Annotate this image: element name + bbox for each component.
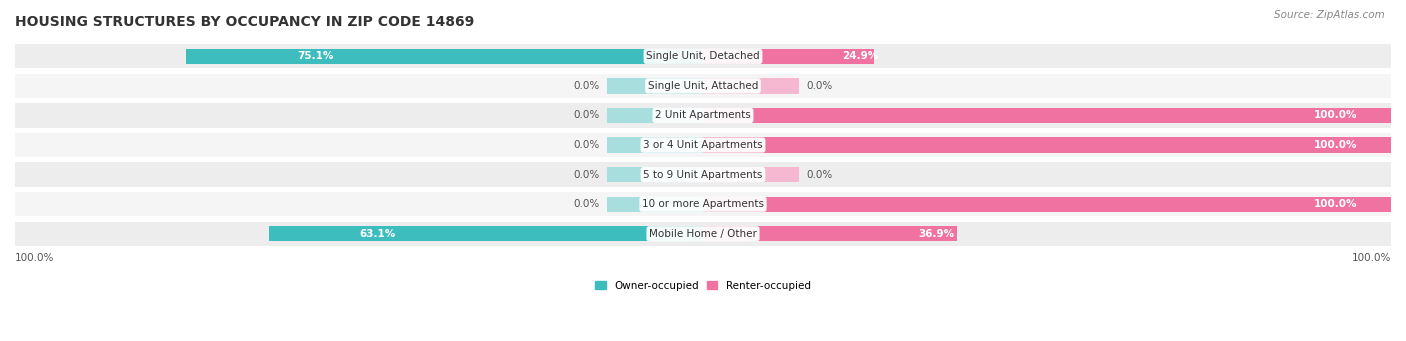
Text: 0.0%: 0.0% [574, 169, 600, 180]
Bar [15, 133, 1391, 157]
Bar [15, 192, 1391, 216]
Text: 100.0%: 100.0% [1351, 253, 1391, 263]
Text: 0.0%: 0.0% [806, 81, 832, 91]
Text: 24.9%: 24.9% [842, 51, 879, 61]
Text: 100.0%: 100.0% [1315, 110, 1358, 120]
Text: 100.0%: 100.0% [1315, 199, 1358, 209]
Text: 0.0%: 0.0% [574, 81, 600, 91]
Text: 10 or more Apartments: 10 or more Apartments [643, 199, 763, 209]
Text: 0.0%: 0.0% [574, 110, 600, 120]
Text: Single Unit, Attached: Single Unit, Attached [648, 81, 758, 91]
Bar [703, 167, 800, 182]
Bar [606, 196, 703, 212]
Bar [606, 78, 703, 93]
Bar [703, 226, 957, 241]
Text: 3 or 4 Unit Apartments: 3 or 4 Unit Apartments [643, 140, 763, 150]
Bar [15, 44, 1391, 69]
Text: 0.0%: 0.0% [806, 169, 832, 180]
Text: 2 Unit Apartments: 2 Unit Apartments [655, 110, 751, 120]
Bar [606, 108, 703, 123]
Bar [606, 167, 703, 182]
Bar [15, 163, 1391, 187]
Bar [703, 108, 1391, 123]
Bar [15, 222, 1391, 246]
Bar [703, 196, 1391, 212]
Bar [15, 74, 1391, 98]
Text: 36.9%: 36.9% [918, 229, 955, 239]
Bar [703, 137, 1391, 153]
Bar [703, 49, 875, 64]
Bar [269, 226, 703, 241]
Text: 0.0%: 0.0% [574, 140, 600, 150]
Text: 100.0%: 100.0% [15, 253, 55, 263]
Bar [606, 137, 703, 153]
Text: 0.0%: 0.0% [574, 199, 600, 209]
Text: Mobile Home / Other: Mobile Home / Other [650, 229, 756, 239]
Text: 5 to 9 Unit Apartments: 5 to 9 Unit Apartments [644, 169, 762, 180]
Bar [15, 103, 1391, 128]
Bar [703, 78, 800, 93]
Text: 100.0%: 100.0% [1315, 140, 1358, 150]
Text: 63.1%: 63.1% [360, 229, 395, 239]
Text: Source: ZipAtlas.com: Source: ZipAtlas.com [1274, 10, 1385, 20]
Bar [187, 49, 703, 64]
Text: HOUSING STRUCTURES BY OCCUPANCY IN ZIP CODE 14869: HOUSING STRUCTURES BY OCCUPANCY IN ZIP C… [15, 15, 474, 29]
Text: 75.1%: 75.1% [297, 51, 333, 61]
Legend: Owner-occupied, Renter-occupied: Owner-occupied, Renter-occupied [591, 277, 815, 295]
Text: Single Unit, Detached: Single Unit, Detached [647, 51, 759, 61]
